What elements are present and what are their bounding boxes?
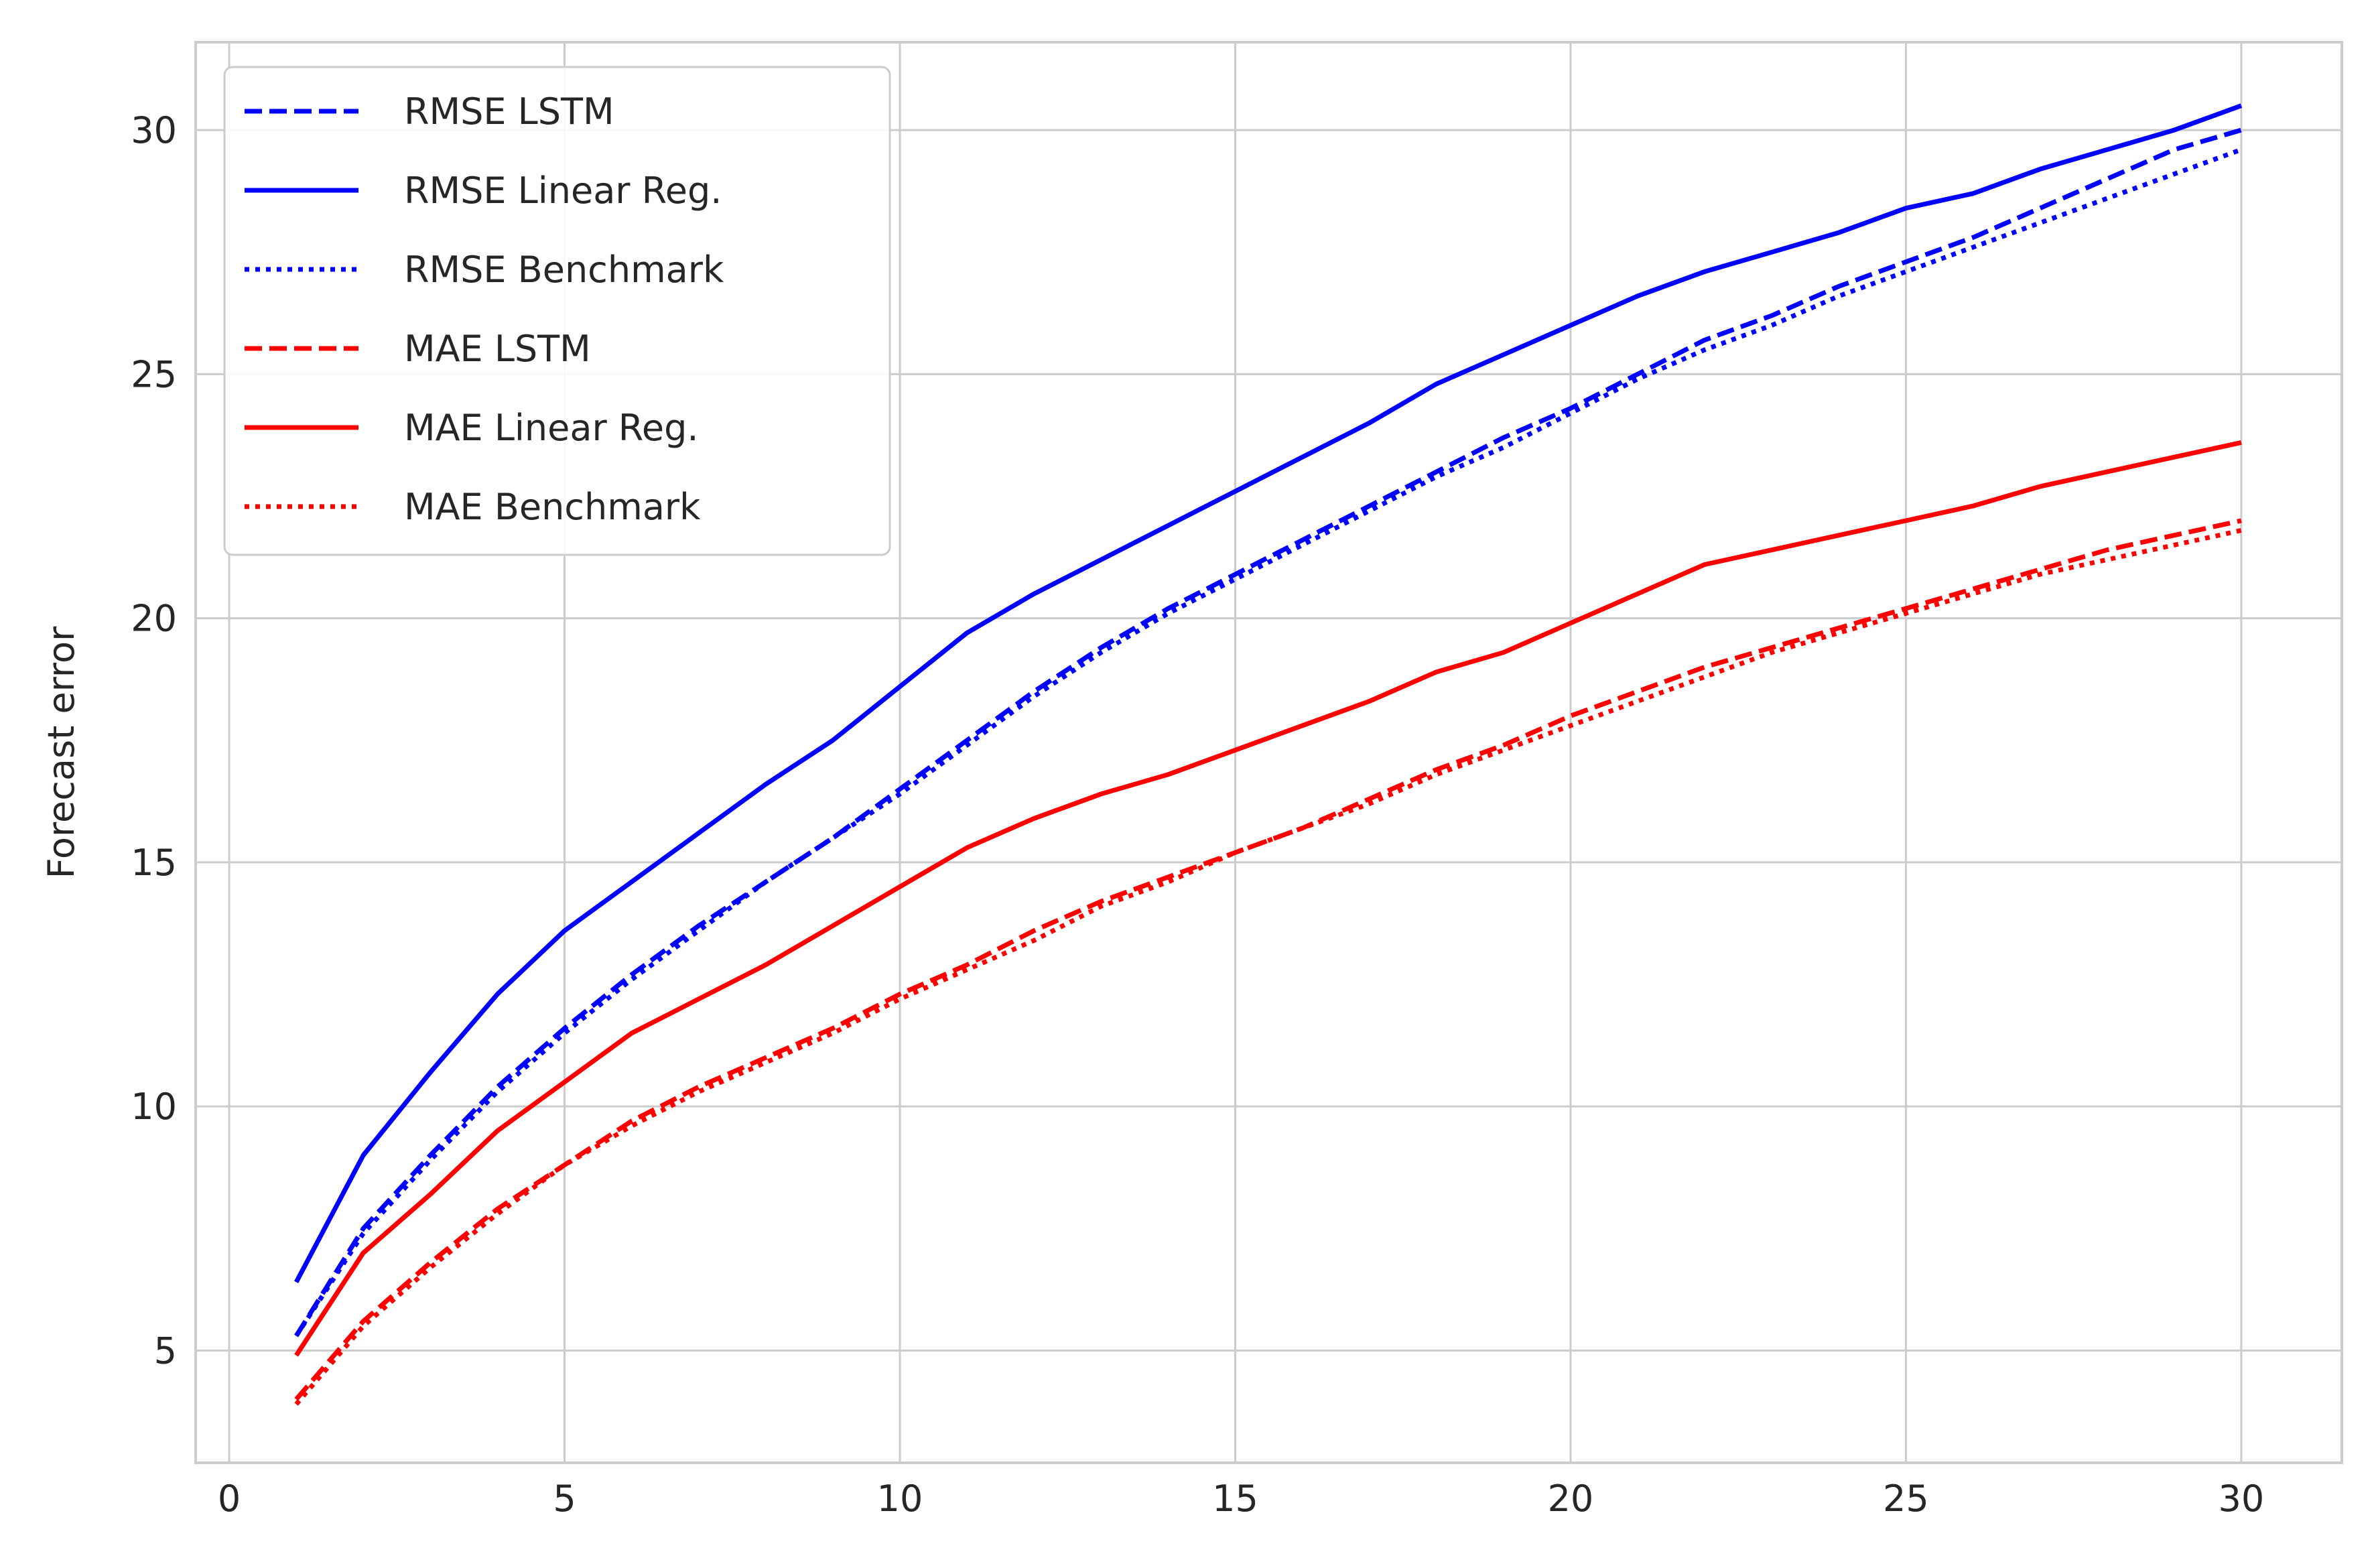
y-tick-label: 5 — [154, 1329, 177, 1372]
x-tick-label: 30 — [2219, 1478, 2265, 1520]
series-line-1 — [294, 103, 2243, 1284]
y-tick-label: 15 — [131, 842, 177, 884]
series-line-4 — [294, 440, 2242, 1357]
series-line-2 — [294, 147, 2243, 1337]
y-tick-label: 30 — [131, 109, 177, 151]
series-line-0 — [294, 127, 2242, 1337]
x-tick-label: 15 — [1212, 1478, 1258, 1520]
y-tick-label: 25 — [131, 353, 177, 395]
legend-label: MAE Benchmark — [404, 486, 701, 528]
y-axis-label: Forecast error — [40, 626, 82, 878]
legend-label: MAE Linear Reg. — [404, 407, 699, 449]
series-line-5 — [294, 528, 2242, 1406]
plot-frame — [194, 41, 2343, 1464]
y-tick-label: 10 — [131, 1086, 177, 1128]
gridlines — [196, 42, 2342, 1463]
y-tick-label: 20 — [131, 598, 177, 640]
x-tick-label: 25 — [1883, 1478, 1929, 1520]
x-tick-label: 0 — [218, 1478, 241, 1520]
x-tick-label: 20 — [1548, 1478, 1594, 1520]
legend-label: RMSE Linear Reg. — [404, 170, 722, 212]
legend: RMSE LSTM RMSE Linear Reg. RMSE Benchmark M… — [223, 66, 891, 556]
series-line-3 — [294, 518, 2242, 1401]
legend-label: RMSE Benchmark — [404, 249, 724, 291]
legend-label: MAE LSTM — [404, 328, 591, 370]
x-axis-ticks: 0 5 10 15 20 25 30 — [218, 1478, 2264, 1520]
x-tick-label: 5 — [553, 1478, 576, 1520]
x-tick-label: 10 — [877, 1478, 923, 1520]
legend-box — [223, 66, 891, 556]
legend-label: RMSE LSTM — [404, 90, 614, 133]
y-axis-ticks: 5 10 15 20 25 30 — [131, 109, 177, 1372]
series-lines — [294, 103, 2243, 1406]
